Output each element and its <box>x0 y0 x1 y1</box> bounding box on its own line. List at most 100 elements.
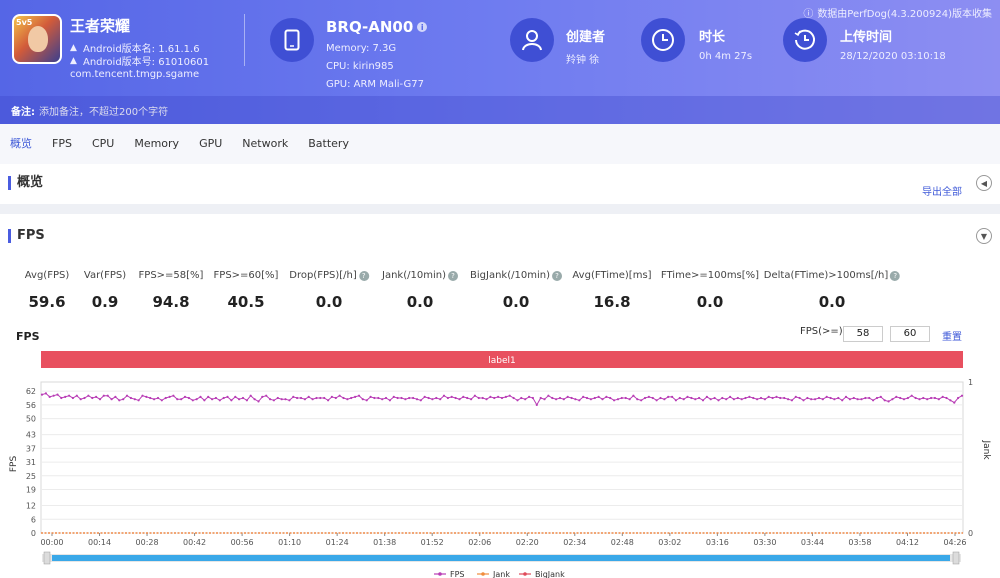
legend-item-jank[interactable]: Jank <box>492 570 510 578</box>
y-tick-label: 6 <box>31 515 36 524</box>
fps-point <box>713 396 716 400</box>
fps-point <box>327 399 330 402</box>
tab-network[interactable]: Network <box>242 137 289 150</box>
collapse-down-icon[interactable]: ▼ <box>976 228 992 244</box>
tab-battery[interactable]: Battery <box>308 137 349 150</box>
fps-point <box>848 398 852 401</box>
fps-point <box>365 399 368 402</box>
collapse-left-icon[interactable]: ◀ <box>976 175 992 191</box>
duration-title: 时长 <box>699 30 726 45</box>
fps-point <box>864 396 867 400</box>
fps-point <box>60 396 63 400</box>
metric-label-avg-ftime: Avg(FTime)[ms] <box>572 270 652 281</box>
y-axis-label: FPS <box>9 456 19 473</box>
metric-value-avg-ftime: 16.8 <box>593 293 631 311</box>
fps-point <box>833 398 836 401</box>
help-icon[interactable]: ? <box>890 270 901 281</box>
zoom-scrollbar-thumb[interactable] <box>52 555 950 561</box>
tab-cpu[interactable]: CPU <box>91 137 115 150</box>
fps-point <box>299 396 303 400</box>
tab-memory[interactable]: Memory <box>134 137 180 150</box>
fps-point <box>145 395 148 398</box>
fps-panel: FPS ▼ <box>0 214 1000 578</box>
zoom-handle-right[interactable] <box>952 551 960 565</box>
fps-point <box>539 396 542 400</box>
fps-point <box>543 398 546 401</box>
fps-point <box>218 399 221 402</box>
fps-point <box>481 396 484 400</box>
fps-point <box>253 398 256 401</box>
fps-point <box>860 398 863 401</box>
clock-icon <box>641 18 685 62</box>
fps-point <box>578 399 581 402</box>
fps-point <box>129 396 132 400</box>
fps-point <box>698 396 701 400</box>
help-icon[interactable]: ? <box>551 270 562 281</box>
metric-value-drop-fps: 0.0 <box>315 293 343 311</box>
fps-point <box>775 395 778 398</box>
fps-line-chart: label1 0 6 12 19 25 31 37 43 50 56 62 0 1 00:00 00:1… <box>9 351 991 578</box>
tab-fps[interactable]: FPS <box>52 137 72 150</box>
fps-threshold-input-2[interactable]: 60 <box>890 326 930 342</box>
legend-item-bigjank[interactable]: BigJank <box>535 570 565 578</box>
reset-link[interactable]: 重置 <box>942 332 962 343</box>
device-info-icon[interactable]: i <box>417 22 428 32</box>
note-input[interactable]: 添加备注，不超过200个字符 <box>39 106 169 118</box>
x-tick-label: 00:28 <box>136 538 159 547</box>
zoom-handle-left[interactable] <box>43 551 51 565</box>
fps-point <box>288 399 291 402</box>
fps-point <box>249 394 252 397</box>
y2-tick-label: 1 <box>968 378 973 387</box>
fps-point <box>187 396 190 400</box>
fps-point <box>558 396 562 400</box>
x-tick-label: 02:48 <box>611 538 634 547</box>
fps-point <box>620 396 623 400</box>
fps-point <box>609 396 612 400</box>
package-name: com.tencent.tmgp.sgame <box>70 69 200 80</box>
fps-point <box>868 396 871 400</box>
fps-point <box>763 398 767 401</box>
fps-point <box>199 395 202 398</box>
fps-point <box>40 393 44 396</box>
fps-point <box>156 396 160 400</box>
fps-point <box>381 398 384 401</box>
x-tick-label: 03:44 <box>801 538 824 547</box>
legend-swatch-dot <box>523 572 527 576</box>
tab-overview[interactable]: 概览 <box>10 137 32 150</box>
fps-point <box>899 396 902 400</box>
fps-point <box>183 395 187 398</box>
fps-point <box>821 398 824 401</box>
fps-point <box>442 394 446 397</box>
fps-point <box>701 399 705 402</box>
fps-point <box>330 395 333 398</box>
note-bar: 备注: 添加备注，不超过200个字符 <box>0 96 1000 124</box>
tab-gpu[interactable]: GPU <box>199 137 223 150</box>
fps-point <box>334 396 337 400</box>
legend-item-fps[interactable]: FPS <box>450 570 465 578</box>
export-all-link[interactable]: 导出全部 <box>922 187 962 198</box>
fps-point <box>663 398 666 401</box>
fps-point <box>64 395 67 398</box>
fps-point <box>52 394 55 397</box>
fps-point <box>759 396 763 400</box>
report-header: 5v5 王者荣耀 ▲ Android版本名: 1.61.1.6 ▲ Androi… <box>0 0 1000 124</box>
device-name: BRQ-AN00 i <box>326 18 428 36</box>
fps-point <box>284 398 287 401</box>
y-tick-label: 62 <box>26 387 36 396</box>
metric-value-bigjank: 0.0 <box>502 293 530 311</box>
fps-threshold-input-1[interactable]: 58 <box>843 326 883 342</box>
help-icon[interactable]: ? <box>447 270 458 281</box>
fps-point <box>323 396 326 400</box>
label-band[interactable] <box>41 351 963 368</box>
app-name: 王者荣耀 <box>70 17 131 35</box>
creator-value: 羚钟 徐 <box>566 55 600 66</box>
fps-point <box>160 399 163 402</box>
fps-point <box>296 396 299 400</box>
fps-point <box>415 398 419 401</box>
fps-point <box>922 396 925 400</box>
fps-point <box>643 396 647 400</box>
fps-point <box>562 398 565 401</box>
help-icon[interactable]: ? <box>358 270 369 281</box>
fps-point <box>125 394 129 397</box>
fps-point <box>771 396 774 400</box>
